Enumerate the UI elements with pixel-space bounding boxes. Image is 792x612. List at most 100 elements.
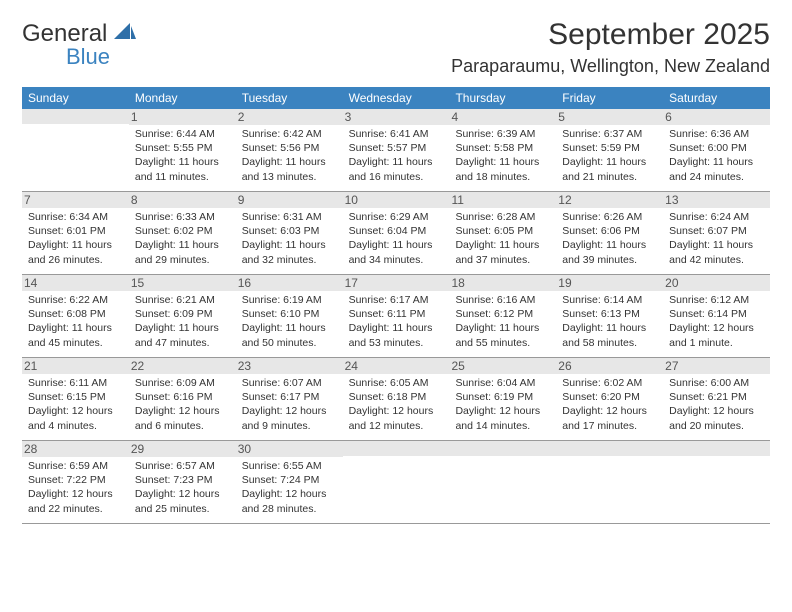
day-number: 17 [343,275,450,291]
daylight-text: Daylight: 11 hours and 58 minutes. [562,321,657,349]
sunset-text: Sunset: 6:10 PM [242,307,337,321]
day-info: Sunrise: 6:12 AMSunset: 6:14 PMDaylight:… [669,293,764,350]
sunset-text: Sunset: 6:02 PM [135,224,230,238]
day-number: 21 [22,358,129,374]
day-cell: 9 Sunrise: 6:31 AMSunset: 6:03 PMDaylight… [236,192,343,274]
daylight-text: Daylight: 11 hours and 37 minutes. [455,238,550,266]
sunrise-text: Sunrise: 6:00 AM [669,376,764,390]
day-number: 3 [343,109,450,125]
sunrise-text: Sunrise: 6:41 AM [349,127,444,141]
sunset-text: Sunset: 5:55 PM [135,141,230,155]
daylight-text: Daylight: 11 hours and 32 minutes. [242,238,337,266]
sunrise-text: Sunrise: 6:07 AM [242,376,337,390]
daylight-text: Daylight: 11 hours and 29 minutes. [135,238,230,266]
daylight-text: Daylight: 12 hours and 28 minutes. [242,487,337,515]
day-cell [556,441,663,523]
day-info: Sunrise: 6:19 AMSunset: 6:10 PMDaylight:… [242,293,337,350]
day-number: 15 [129,275,236,291]
day-number: 5 [556,109,663,125]
sunset-text: Sunset: 6:15 PM [28,390,123,404]
sunset-text: Sunset: 6:00 PM [669,141,764,155]
day-number: 18 [449,275,556,291]
day-number: 12 [556,192,663,208]
day-cell: 29Sunrise: 6:57 AMSunset: 7:23 PMDayligh… [129,441,236,523]
day-info: Sunrise: 6:26 AMSunset: 6:06 PMDaylight:… [562,210,657,267]
day-info: Sunrise: 6:16 AMSunset: 6:12 PMDaylight:… [455,293,550,350]
sunrise-text: Sunrise: 6:26 AM [562,210,657,224]
day-number: 7 [22,192,129,208]
daylight-text: Daylight: 12 hours and 25 minutes. [135,487,230,515]
day-cell: 20Sunrise: 6:12 AMSunset: 6:14 PMDayligh… [663,275,770,357]
day-cell: 8Sunrise: 6:33 AMSunset: 6:02 PMDaylight… [129,192,236,274]
sunset-text: Sunset: 6:12 PM [455,307,550,321]
calendar-grid: SundayMondayTuesdayWednesdayThursdayFrid… [22,87,770,524]
daylight-text: Daylight: 11 hours and 53 minutes. [349,321,444,349]
day-info: Sunrise: 6:55 AMSunset: 7:24 PMDaylight:… [242,459,337,516]
day-cell: 7Sunrise: 6:34 AMSunset: 6:01 PMDaylight… [22,192,129,274]
day-cell: 22 Sunrise: 6:09 AMSunset: 6:16 PMDayligh… [129,358,236,440]
sunset-text: Sunset: 5:57 PM [349,141,444,155]
sunset-text: Sunset: 6:17 PM [242,390,337,404]
day-info: Sunrise: 6:14 AMSunset: 6:13 PMDaylight:… [562,293,657,350]
day-info: Sunrise: 6:22 AMSunset: 6:08 PMDaylight:… [28,293,123,350]
day-number: 11 [449,192,556,208]
sunrise-text: Sunrise: 6:22 AM [28,293,123,307]
daylight-text: Daylight: 11 hours and 13 minutes. [242,155,337,183]
brand-logo: General Blue [22,18,136,70]
daylight-text: Daylight: 11 hours and 34 minutes. [349,238,444,266]
sunrise-text: Sunrise: 6:21 AM [135,293,230,307]
sunrise-text: Sunrise: 6:29 AM [349,210,444,224]
day-info: Sunrise: 6:07 AMSunset: 6:17 PMDaylight:… [242,376,337,433]
daylight-text: Daylight: 12 hours and 14 minutes. [455,404,550,432]
day-cell: 14 Sunrise: 6:22 AMSunset: 6:08 PMDayligh… [22,275,129,357]
sunrise-text: Sunrise: 6:34 AM [28,210,123,224]
day-info: Sunrise: 6:28 AMSunset: 6:05 PMDaylight:… [455,210,550,267]
daylight-text: Daylight: 11 hours and 42 minutes. [669,238,764,266]
day-number: 30 [236,441,343,457]
day-info: Sunrise: 6:02 AMSunset: 6:20 PMDaylight:… [562,376,657,433]
daylight-text: Daylight: 11 hours and 39 minutes. [562,238,657,266]
day-number: 24 [343,358,450,374]
sunset-text: Sunset: 6:19 PM [455,390,550,404]
day-cell: 12 Sunrise: 6:26 AMSunset: 6:06 PMDayligh… [556,192,663,274]
daylight-text: Daylight: 12 hours and 20 minutes. [669,404,764,432]
day-info: Sunrise: 6:33 AMSunset: 6:02 PMDaylight:… [135,210,230,267]
day-info: Sunrise: 6:31 AMSunset: 6:03 PMDaylight:… [242,210,337,267]
day-info: Sunrise: 6:59 AMSunset: 7:22 PMDaylight:… [28,459,123,516]
weekday-label: Thursday [449,87,556,109]
sunrise-text: Sunrise: 6:09 AM [135,376,230,390]
sunrise-text: Sunrise: 6:39 AM [455,127,550,141]
day-number: 25 [449,358,556,374]
day-info: Sunrise: 6:04 AMSunset: 6:19 PMDaylight:… [455,376,550,433]
daylight-text: Daylight: 11 hours and 26 minutes. [28,238,123,266]
sunrise-text: Sunrise: 6:11 AM [28,376,123,390]
brand-word2: Blue [66,44,136,70]
day-number-empty [449,441,556,456]
sunrise-text: Sunrise: 6:02 AM [562,376,657,390]
weekday-header-row: SundayMondayTuesdayWednesdayThursdayFrid… [22,87,770,109]
daylight-text: Daylight: 11 hours and 47 minutes. [135,321,230,349]
sunrise-text: Sunrise: 6:37 AM [562,127,657,141]
daylight-text: Daylight: 12 hours and 6 minutes. [135,404,230,432]
location-subtitle: Paraparaumu, Wellington, New Zealand [451,56,770,77]
sunset-text: Sunset: 6:20 PM [562,390,657,404]
day-number: 22 [129,358,236,374]
daylight-text: Daylight: 12 hours and 17 minutes. [562,404,657,432]
day-number: 26 [556,358,663,374]
day-number: 13 [663,192,770,208]
daylight-text: Daylight: 12 hours and 1 minute. [669,321,764,349]
day-number: 14 [22,275,129,291]
sunrise-text: Sunrise: 6:59 AM [28,459,123,473]
day-number: 9 [236,192,343,208]
sunset-text: Sunset: 6:07 PM [669,224,764,238]
daylight-text: Daylight: 11 hours and 55 minutes. [455,321,550,349]
day-info: Sunrise: 6:09 AMSunset: 6:16 PMDaylight:… [135,376,230,433]
day-number: 1 [129,109,236,125]
sunrise-text: Sunrise: 6:57 AM [135,459,230,473]
day-info: Sunrise: 6:39 AMSunset: 5:58 PMDaylight:… [455,127,550,184]
sunrise-text: Sunrise: 6:42 AM [242,127,337,141]
day-number-empty [22,109,129,124]
day-info: Sunrise: 6:00 AMSunset: 6:21 PMDaylight:… [669,376,764,433]
sunset-text: Sunset: 6:21 PM [669,390,764,404]
sunset-text: Sunset: 6:04 PM [349,224,444,238]
